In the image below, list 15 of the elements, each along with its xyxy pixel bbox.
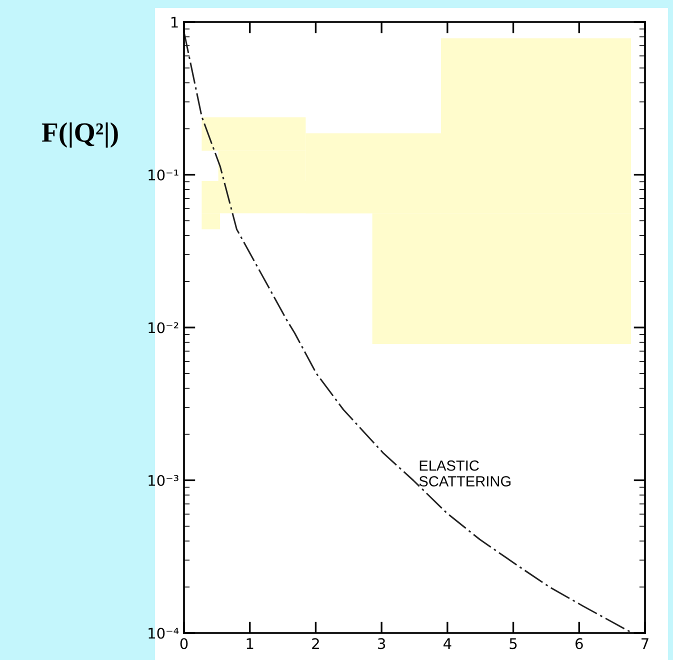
y-tick-label: 10⁻²	[148, 322, 178, 334]
y-tick-label: 10⁻³	[148, 474, 178, 486]
x-tick-label: 6	[576, 638, 583, 650]
y-tick-label: 10⁻⁴	[148, 628, 179, 639]
x-tick-label: 5	[510, 638, 517, 650]
x-tick-label: 4	[444, 638, 452, 649]
y-tick-label: 1	[171, 16, 178, 28]
y-axis-title: F(|Q²|)	[42, 122, 118, 148]
x-tick-label: 0	[180, 638, 188, 650]
x-tick-label: 2	[312, 638, 319, 649]
x-tick-label: 1	[246, 638, 254, 649]
y-tick-label: 10⁻¹	[148, 169, 178, 180]
annotation: ELASTIC SCATTERING	[419, 460, 510, 486]
x-tick-label: 3	[378, 638, 386, 650]
x-tick-label: 7	[642, 638, 648, 649]
